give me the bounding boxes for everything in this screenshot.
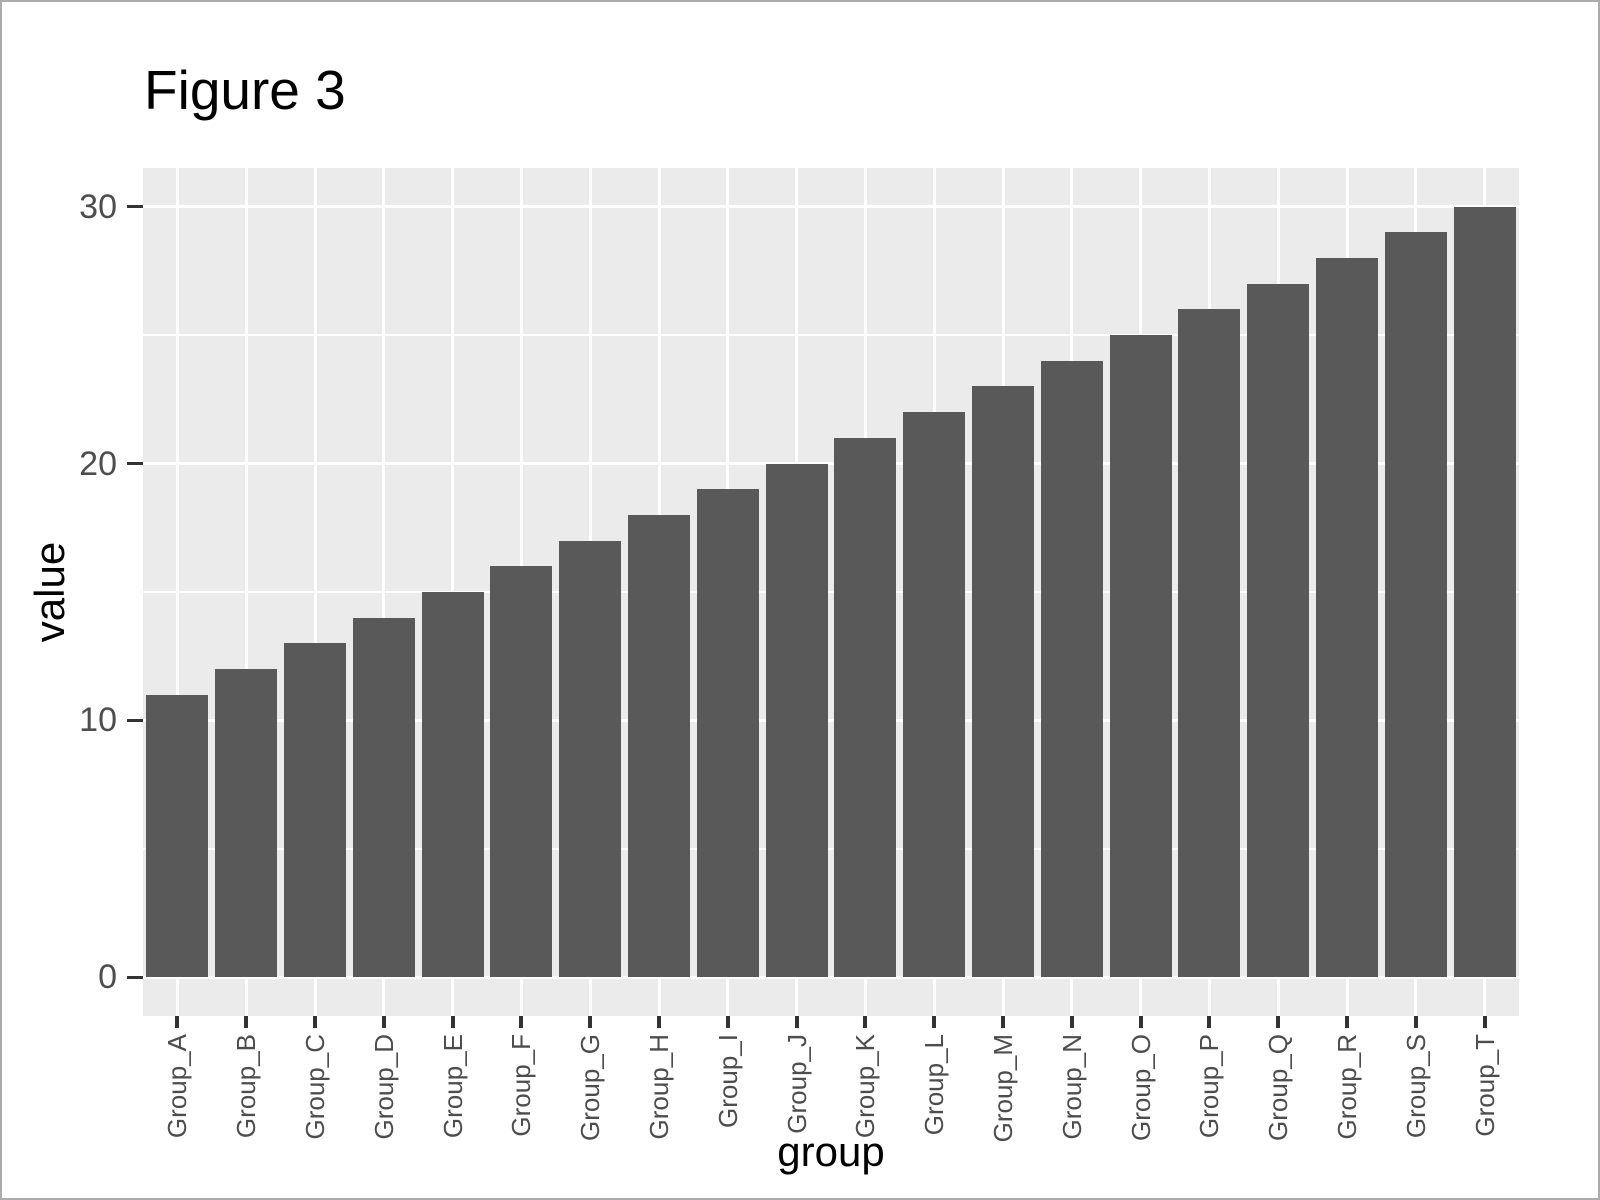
x-gridline-major: [313, 168, 317, 1016]
x-tick-label: Group_M: [988, 1034, 1018, 1143]
x-tick-label: Group_J: [781, 1034, 812, 1134]
x-tick-label: Group_H: [644, 1034, 674, 1140]
bar: [1178, 309, 1241, 978]
bar: [1040, 360, 1103, 978]
x-tick-mark: [794, 1016, 799, 1028]
x-tick-mark: [1207, 1016, 1212, 1028]
x-tick-label: Group_S: [1400, 1034, 1431, 1139]
x-tick-mark: [1276, 1016, 1281, 1028]
x-tick-label: Group_Q: [1263, 1034, 1294, 1141]
bar: [903, 412, 966, 978]
x-tick-label: Group_R: [1332, 1034, 1362, 1140]
bar: [972, 386, 1034, 978]
x-tick-mark: [1345, 1016, 1349, 1028]
bar: [284, 643, 346, 978]
x-tick-mark: [175, 1016, 180, 1028]
x-tick-mark: [519, 1016, 524, 1028]
x-tick-mark: [1482, 1016, 1487, 1028]
x-tick-mark: [450, 1016, 455, 1028]
y-tick-label: 20: [79, 444, 117, 483]
x-tick-label: Group_L: [919, 1034, 950, 1136]
bar: [628, 514, 690, 978]
y-tick-mark: [127, 462, 143, 465]
bar: [1109, 335, 1172, 978]
plot-panel: [143, 168, 1519, 1016]
x-tick-label: Group_N: [1056, 1034, 1087, 1140]
y-gridline-minor: [143, 334, 1519, 337]
x-tick-mark: [588, 1016, 593, 1028]
bar: [559, 540, 622, 978]
x-tick-label: Group_G: [575, 1034, 606, 1141]
x-tick-mark: [381, 1016, 386, 1028]
x-gridline-major: [244, 168, 248, 1016]
y-gridline-minor: [143, 591, 1519, 593]
y-axis-title: value: [26, 541, 73, 643]
x-axis-title: group: [777, 1128, 885, 1175]
bar: [215, 669, 278, 978]
bar: [146, 694, 209, 978]
y-gridline-major: [143, 462, 1519, 465]
x-tick-label: Group_T: [1469, 1034, 1500, 1137]
y-tick-label: 30: [79, 187, 117, 226]
y-gridline-minor: [143, 847, 1519, 850]
y-tick-label: 10: [79, 701, 117, 740]
x-tick-label: Group_F: [506, 1034, 537, 1137]
x-tick-label: Group_B: [231, 1034, 262, 1139]
y-gridline-major: [143, 975, 1519, 979]
bar: [696, 489, 759, 978]
x-tick-mark: [657, 1016, 661, 1028]
x-tick-label: Group_A: [162, 1034, 193, 1139]
y-gridline-major: [143, 718, 1519, 722]
bar: [1316, 257, 1378, 978]
y-tick-mark: [127, 975, 143, 979]
x-tick-mark: [1413, 1016, 1418, 1028]
bar: [1453, 206, 1516, 978]
x-tick-mark: [313, 1016, 317, 1028]
bar: [352, 617, 415, 978]
bar: [1247, 283, 1310, 978]
y-tick-label: 0: [98, 958, 117, 997]
x-tick-label: Group_C: [300, 1034, 330, 1140]
x-tick-label: Group_O: [1125, 1034, 1156, 1141]
x-tick-label: Group_I: [712, 1034, 743, 1128]
x-gridline-major: [175, 168, 179, 1016]
x-tick-mark: [1138, 1016, 1143, 1028]
bar: [1384, 232, 1447, 978]
x-tick-mark: [725, 1016, 730, 1028]
y-tick-mark: [127, 718, 143, 722]
x-tick-label: Group_K: [850, 1034, 881, 1139]
bar: [421, 592, 484, 978]
x-tick-label: Group_E: [437, 1034, 468, 1139]
bar: [834, 437, 897, 978]
x-tick-mark: [932, 1016, 937, 1028]
x-gridline-major: [382, 168, 386, 1016]
y-gridline-major: [143, 205, 1519, 209]
bar: [490, 566, 553, 978]
y-tick-mark: [127, 205, 143, 209]
plot-title: Figure 3: [144, 59, 346, 121]
x-tick-label: Group_P: [1194, 1034, 1225, 1139]
x-tick-mark: [1001, 1016, 1005, 1028]
x-tick-mark: [244, 1016, 249, 1028]
x-tick-mark: [1069, 1016, 1074, 1028]
x-tick-label: Group_D: [368, 1034, 399, 1140]
x-tick-mark: [863, 1016, 868, 1028]
bar: [765, 463, 828, 978]
